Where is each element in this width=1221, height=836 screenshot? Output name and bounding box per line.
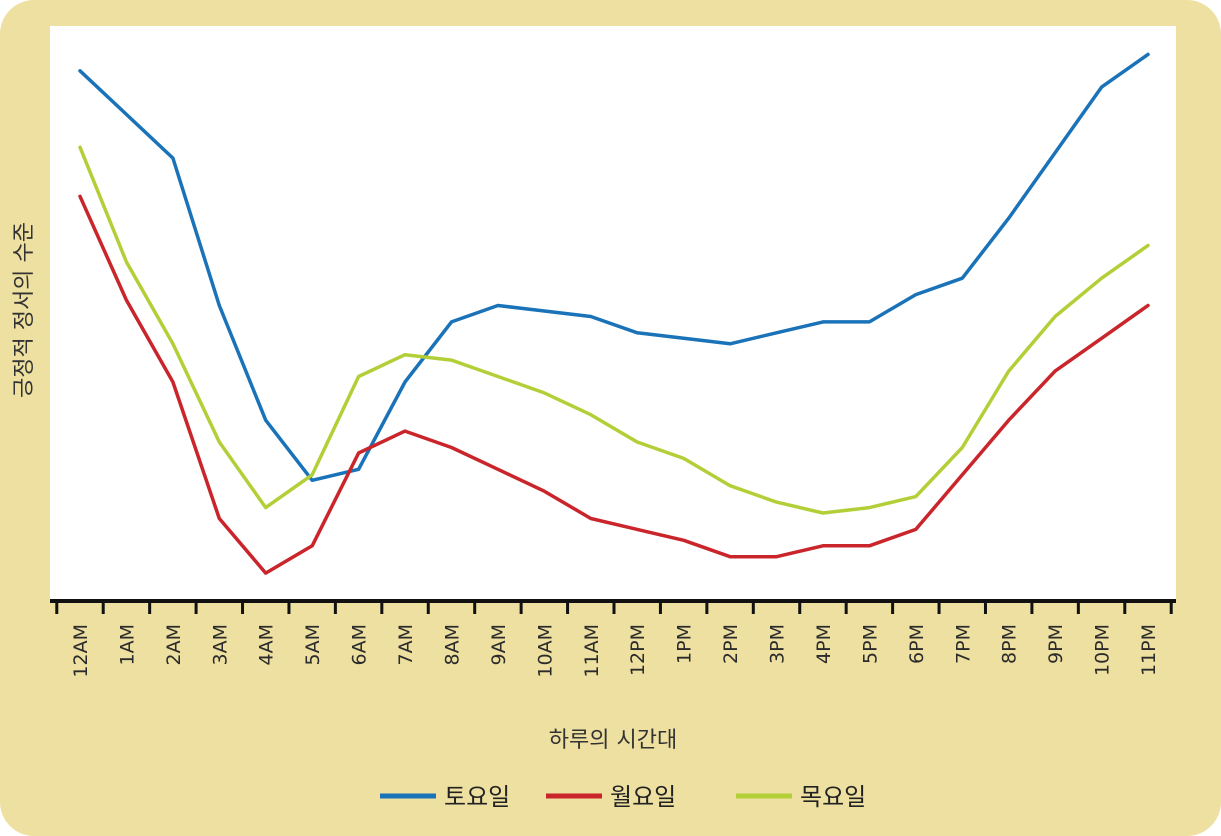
x-tick-label: 3AM — [209, 624, 231, 665]
x-tick-label: 11PM — [1138, 624, 1160, 676]
legend: 토요일 월요일 목요일 — [380, 783, 866, 811]
x-tick-label: 12PM — [627, 624, 649, 676]
x-axis-ticks — [55, 601, 1173, 614]
x-axis-title: 하루의 시간대 — [549, 728, 677, 753]
x-axis-tick-labels: 12AM 1AM 2AM 3AM 4AM 5AM 6AM 7AM 8AM 9AM 10AM 11AM 1… — [70, 624, 1160, 678]
x-tick-label: 12AM — [70, 624, 92, 678]
x-tick-label: 5PM — [859, 624, 881, 664]
series-line-1 — [78, 52, 1150, 483]
x-tick-label: 2AM — [163, 624, 185, 665]
legend-label-1: 토요일 — [444, 783, 510, 811]
legend-label-3: 목요일 — [800, 783, 866, 811]
series-layer — [78, 52, 1150, 575]
x-tick-label: 10PM — [1092, 624, 1114, 676]
x-tick-label: 9AM — [488, 624, 510, 665]
series-line-3 — [78, 145, 1150, 515]
y-axis-title: 긍정적 정서의 수준 — [12, 222, 37, 398]
x-tick-label: 7PM — [952, 624, 974, 664]
x-tick-label: 5AM — [302, 624, 324, 665]
x-tick-label: 10AM — [534, 624, 556, 678]
x-tick-label: 6PM — [906, 624, 928, 664]
legend-label-2: 월요일 — [610, 783, 676, 811]
x-tick-label: 8PM — [999, 624, 1021, 664]
x-tick-label: 3PM — [767, 624, 789, 664]
x-tick-label: 4AM — [256, 624, 278, 665]
plot-area — [50, 26, 1176, 601]
x-tick-label: 4PM — [813, 624, 835, 664]
x-tick-label: 6AM — [349, 624, 371, 665]
x-tick-label: 1AM — [116, 624, 138, 665]
x-tick-label: 9PM — [1045, 624, 1067, 664]
x-tick-label: 1PM — [674, 624, 696, 664]
x-tick-label: 2PM — [720, 624, 742, 664]
x-tick-label: 8AM — [442, 624, 464, 665]
x-tick-label: 11AM — [581, 624, 603, 678]
series-line-2 — [78, 194, 1150, 575]
x-tick-label: 7AM — [395, 624, 417, 665]
